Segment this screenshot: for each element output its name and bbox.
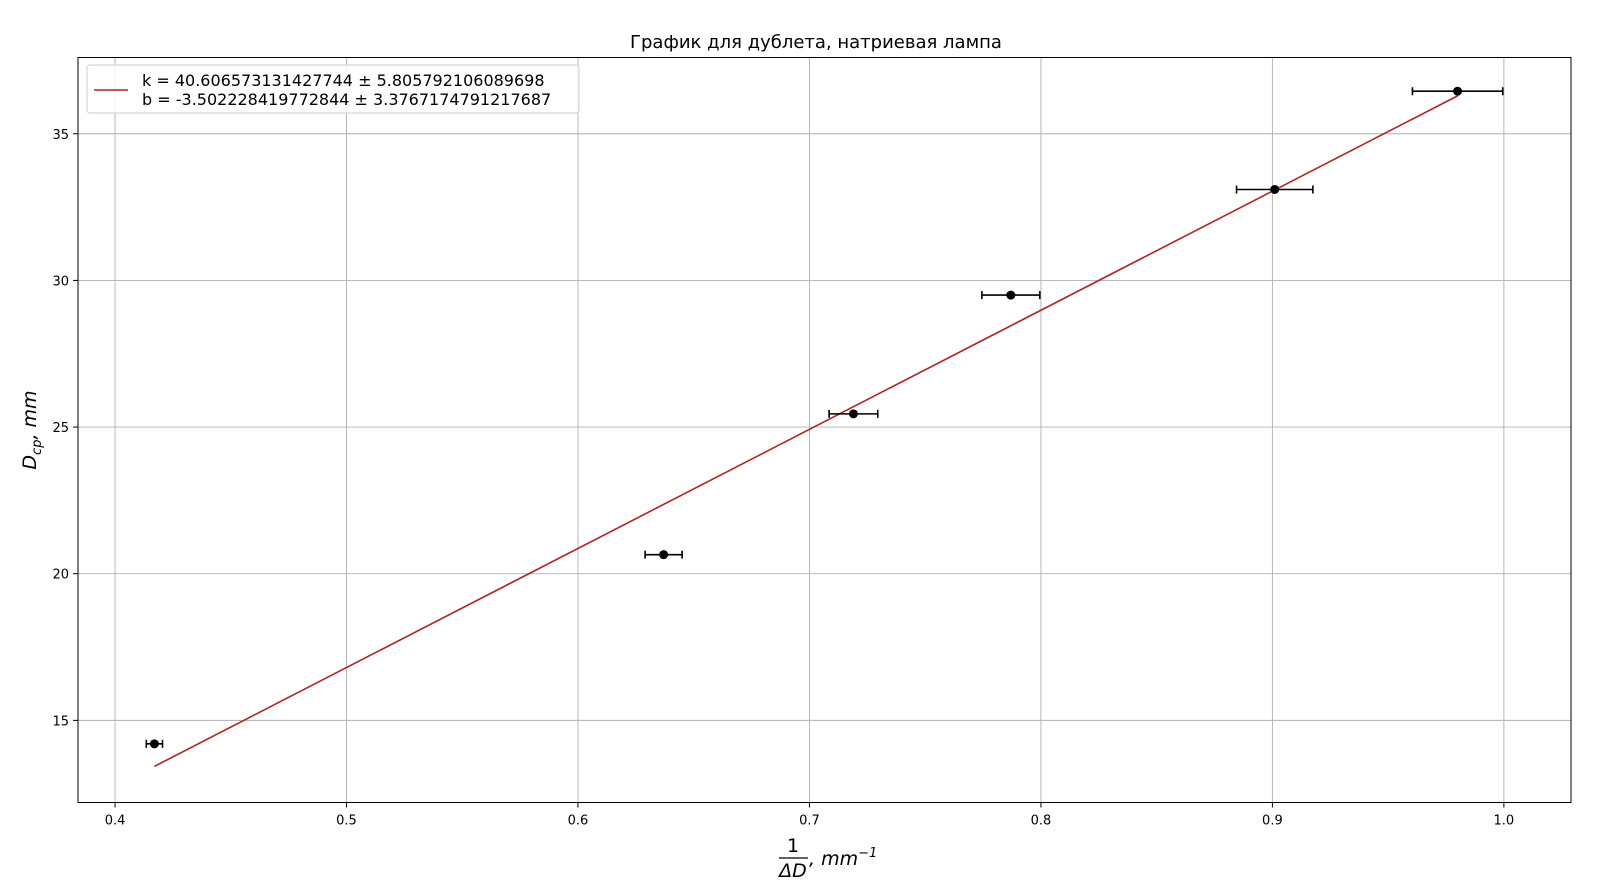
data-point [659,550,669,560]
legend-box [86,64,580,114]
y-tick-label: 35 [52,128,69,143]
x-tick-label: 1.0 [1494,814,1515,829]
y-axis-ticks: 15 20 25 30 35 [52,128,78,729]
y-label-unit: , mm [19,390,41,439]
fit-line [154,95,1458,768]
fit-line-group [154,95,1458,768]
plot-frame [77,57,1572,803]
x-tick-label: 0.4 [105,814,126,829]
data-point [1453,86,1463,96]
x-axis-label: 1 ΔD , mm−1 [777,835,877,882]
grid [78,57,1571,803]
data-point [1006,290,1016,300]
legend: k = 40.606573131427744 ± 5.8057921060896… [86,64,580,114]
x-tick-label: 0.7 [799,814,820,829]
x-tick-label: 0.8 [1031,814,1052,829]
y-tick-label: 25 [52,421,69,436]
x-label-unit-base: , mm [809,848,858,870]
data-point [149,739,159,749]
x-label-unit: , mm−1 [809,846,877,870]
data-point [848,409,858,419]
data-points [145,86,1504,749]
x-label-unit-exp: −1 [858,846,877,861]
y-tick-label: 15 [52,714,69,729]
x-axis-ticks: 0.4 0.5 0.6 0.7 0.8 0.9 1.0 [105,802,1515,829]
data-point [1270,184,1280,194]
legend-b-label: b = -3.502228419772844 ± 3.3767174791217… [142,90,551,109]
x-label-denominator: ΔD [777,860,807,882]
legend-k-label: k = 40.606573131427744 ± 5.8057921060896… [142,71,545,90]
y-tick-label: 20 [52,568,69,583]
chart-title: График для дублета, натриевая лампа [630,32,1002,53]
x-tick-label: 0.6 [568,814,589,829]
x-tick-label: 0.5 [336,814,357,829]
y-tick-label: 30 [52,274,69,289]
y-label-subscript: cp [30,440,45,455]
x-label-numerator: 1 [787,835,799,857]
y-label: Dcp, mm [19,390,45,469]
y-axis-label: Dcp, mm [19,390,45,469]
x-tick-label: 0.9 [1262,814,1283,829]
y-label-base: D [19,455,41,470]
